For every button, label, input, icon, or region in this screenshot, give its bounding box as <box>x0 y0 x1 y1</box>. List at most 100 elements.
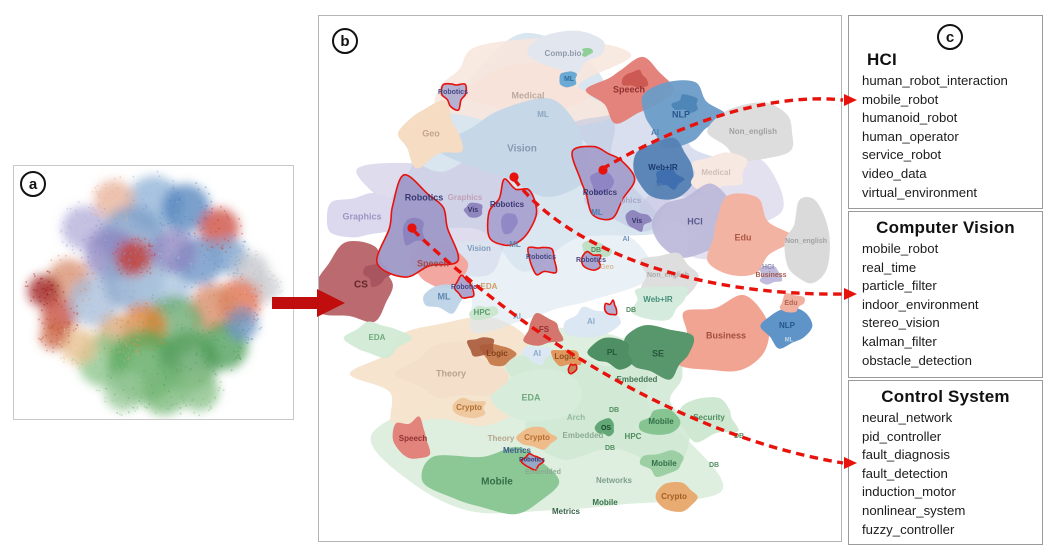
map-region-label: Logic <box>554 352 576 361</box>
panel-a-tsne: a <box>13 165 294 420</box>
map-region-label: Edu <box>784 300 797 307</box>
map-region-label: DB <box>605 445 615 452</box>
keyword-item: humanoid_robot <box>862 110 958 126</box>
map-region-label: Vision <box>467 244 491 253</box>
map-region-label: Embedded <box>525 469 561 476</box>
map-region-label: Arch <box>567 413 585 422</box>
map-region-label: Embedded <box>617 375 658 384</box>
map-region-label: Robotics <box>451 284 481 291</box>
keyword-item: indoor_environment <box>862 296 979 312</box>
keyword-box-control-system: Control System neural_network pid_controll… <box>848 380 1043 545</box>
keyword-item: stereo_vision <box>862 315 940 331</box>
map-region-label: Robotics <box>405 192 444 202</box>
map-region-label: Mobile <box>592 498 618 507</box>
map-region-label: Crypto <box>661 492 687 501</box>
map-region-label: Speech <box>613 84 645 94</box>
keyword-box-title: Computer Vision <box>876 218 1015 237</box>
map-region-label: DB <box>609 407 619 414</box>
map-region-label: Medical <box>701 168 730 177</box>
tsne-color-clusters <box>28 176 280 415</box>
keyword-item: pid_controller <box>862 428 942 444</box>
map-region-label: Mobile <box>481 477 513 488</box>
map-region-label: Logic <box>486 349 508 358</box>
keyword-list: neural_network pid_controller fault_diagno… <box>849 409 1042 539</box>
map-region-label: SE <box>652 348 664 358</box>
map-region-label: ML <box>785 338 794 344</box>
map-region-label: NLP <box>672 109 690 119</box>
keyword-item: fuzzy_controller <box>862 521 955 537</box>
map-region-label: HPC <box>474 308 491 317</box>
map-region-label: Vision <box>507 144 537 155</box>
map-region-label: ML <box>509 240 521 249</box>
map-region-label: Robotics <box>519 458 545 464</box>
keyword-box-title: Control System <box>881 387 1010 406</box>
map-region-label: DB <box>626 307 636 314</box>
map-region-label: DB <box>734 433 744 440</box>
map-region-label: Theory <box>436 368 466 378</box>
map-region-label: AI <box>651 128 659 137</box>
map-region-label: Speech <box>399 434 428 443</box>
map-region-label: Embedded <box>563 431 604 440</box>
map-region-label: Robotics <box>526 254 556 261</box>
map-region-label: Graphics <box>607 196 642 205</box>
keyword-item: real_time <box>862 259 917 275</box>
map-region-label: HCI <box>687 216 703 226</box>
map-region-label: AI <box>533 349 541 358</box>
map-region-label: Metrics <box>552 507 581 516</box>
keyword-item: neural_network <box>862 410 953 425</box>
keyword-item: video_data <box>862 165 927 181</box>
map-region-label: HPC <box>625 432 642 441</box>
map-region-label: DB <box>709 462 719 469</box>
map-region-label: AI <box>623 236 630 243</box>
map-region-label: DB <box>591 247 601 254</box>
map-region-label: Graphics <box>342 211 381 221</box>
keyword-item: human_operator <box>862 128 959 144</box>
map-region-label: Security <box>693 413 725 422</box>
map-region-label: Mobile <box>651 459 677 468</box>
map-region-label: Metrics <box>503 446 532 455</box>
keyword-item: mobile_robot <box>862 91 939 107</box>
map-region-label: Medical <box>511 90 544 100</box>
map-region-label: Non_english <box>647 272 689 279</box>
map-region-label: Non_english <box>785 238 827 245</box>
topic-cluster-map: Medical Comp.bio Vision Geo Speech NLP Non_eng… <box>319 30 830 516</box>
map-region-label: ML <box>591 208 603 217</box>
map-region-label: Web+IR <box>648 163 678 172</box>
keyword-item: kalman_filter <box>862 333 937 349</box>
map-region-label: Robotics <box>490 200 525 209</box>
map-region-label: Robotics <box>576 257 606 264</box>
map-region-label: Crypto <box>524 433 550 442</box>
keyword-box-title: HCI <box>867 50 897 69</box>
map-region-label: Edu <box>735 232 752 242</box>
map-region-label: HCI <box>762 264 774 271</box>
panel-b-label: b <box>332 28 358 54</box>
map-region-label: Non_english <box>729 127 777 136</box>
keyword-item: particle_filter <box>862 278 937 294</box>
map-region-label: Business <box>706 330 746 340</box>
tsne-scatter-plot <box>24 170 283 417</box>
map-region-label: Vis <box>632 218 642 225</box>
keyword-item: obstacle_detection <box>862 352 972 368</box>
keyword-list: human_robot_interaction mobile_robot human… <box>849 72 1042 202</box>
tsne-point-speckle <box>24 170 283 417</box>
keyword-item: service_robot <box>862 147 942 163</box>
map-region-label: Speech <box>417 258 449 268</box>
map-region-label: ML <box>564 76 575 83</box>
map-region-label: Mobile <box>648 417 674 426</box>
map-region-label: AI <box>587 317 595 326</box>
map-region-label: ML <box>438 291 451 301</box>
keyword-item: induction_motor <box>862 484 956 500</box>
map-region-label: Crypto <box>456 403 482 412</box>
keyword-item: mobile_robot <box>862 241 939 256</box>
keyword-item: fault_diagnosis <box>862 447 950 463</box>
panel-b-cluster-map: b Medical Comp.bio Vision Geo Speech NLP Non_e… <box>318 15 842 542</box>
map-region-label: Graphics <box>448 193 483 202</box>
panel-c-label: c <box>937 24 963 50</box>
map-region-label: Web+IR <box>643 295 673 304</box>
map-region-label: EDA <box>521 392 541 402</box>
map-region-label: CS <box>354 280 368 291</box>
map-region-label: Theory <box>488 434 515 443</box>
